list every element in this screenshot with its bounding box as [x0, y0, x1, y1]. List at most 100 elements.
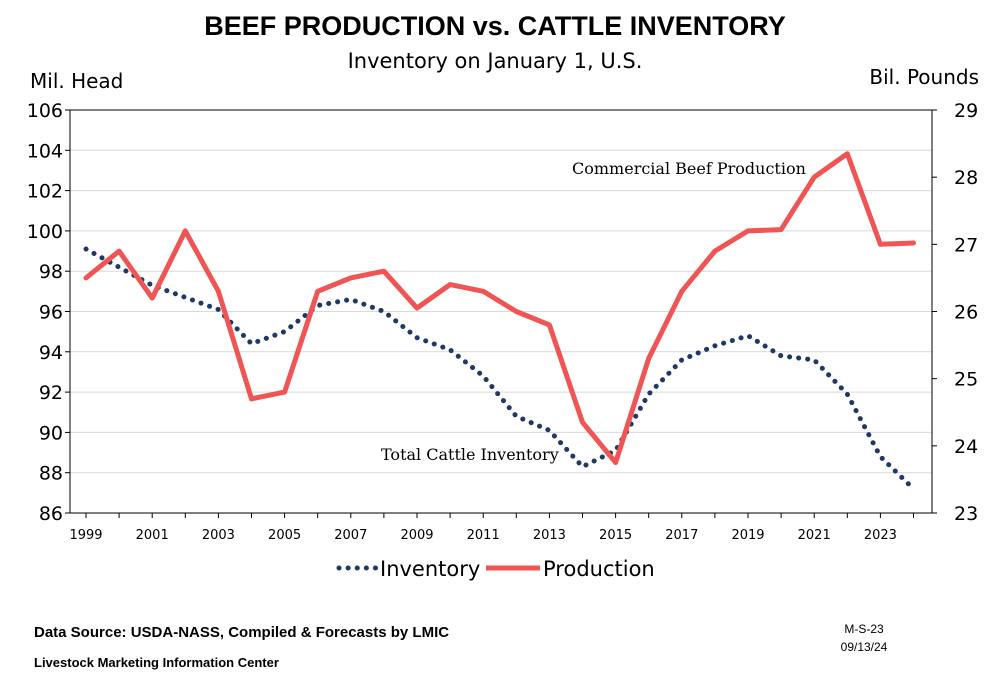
data-point-inventory: [251, 343, 252, 344]
data-point-production: [417, 308, 418, 309]
right-tick-label: 26: [954, 302, 978, 324]
x-tick-label: 2023: [864, 528, 897, 543]
data-point-inventory: [913, 488, 914, 489]
x-tick-label: 2011: [467, 528, 500, 543]
data-point-production: [681, 291, 682, 292]
legend: Inventory Production: [336, 557, 655, 581]
left-tick-label: 92: [39, 382, 63, 404]
data-point-inventory: [185, 297, 186, 298]
data-point-production: [251, 398, 252, 399]
data-point-inventory: [681, 359, 682, 360]
data-point-production: [781, 229, 782, 230]
organization-name: Livestock Marketing Information Center: [34, 655, 279, 670]
right-axis-unit: Bil. Pounds: [869, 65, 979, 89]
data-point-production: [814, 177, 815, 178]
chart-code: M-S-23: [844, 622, 884, 636]
chart-title: BEEF PRODUCTION vs. CATTLE INVENTORY: [204, 11, 786, 41]
data-point-inventory: [847, 394, 848, 395]
data-point-production: [284, 392, 285, 393]
x-tick-label: 1999: [69, 528, 102, 543]
chart-date: 09/13/24: [841, 640, 888, 654]
legend-item-production: Production: [486, 557, 655, 581]
data-point-inventory: [516, 416, 517, 417]
left-tick-label: 96: [39, 302, 63, 324]
legend-label-production: Production: [543, 557, 655, 581]
data-point-production: [714, 251, 715, 252]
data-point-inventory: [814, 359, 815, 360]
data-point-inventory: [450, 349, 451, 350]
left-tick-label: 102: [27, 181, 63, 203]
right-tick-label: 29: [954, 100, 978, 122]
chart-subtitle: Inventory on January 1, U.S.: [348, 49, 643, 73]
gridlines: [70, 149, 932, 474]
data-point-inventory: [383, 311, 384, 312]
data-point-inventory: [417, 337, 418, 338]
x-tick-label: 2013: [533, 528, 566, 543]
x-tick-label: 2005: [268, 528, 301, 543]
x-tick-label: 2001: [136, 528, 169, 543]
data-point-inventory: [781, 355, 782, 356]
data-point-inventory: [880, 456, 881, 457]
x-tick-label: 2003: [202, 528, 235, 543]
left-tick-label: 86: [39, 503, 63, 525]
right-tick-label: 27: [954, 234, 978, 256]
left-tick-label: 100: [27, 221, 63, 243]
data-point-production: [847, 153, 848, 154]
x-tick-label: 2019: [731, 528, 764, 543]
production-annotation: Commercial Beef Production: [572, 159, 806, 178]
left-axis-unit: Mil. Head: [30, 69, 123, 93]
x-tick-label: 2007: [334, 528, 367, 543]
data-point-production: [86, 277, 87, 278]
data-point-inventory: [549, 430, 550, 431]
data-point-inventory: [615, 450, 616, 451]
data-point-production: [913, 242, 914, 243]
data-point-inventory: [119, 267, 120, 268]
legend-label-inventory: Inventory: [380, 557, 480, 581]
data-point-production: [582, 422, 583, 423]
data-point-inventory: [483, 375, 484, 376]
data-point-inventory: [86, 249, 87, 250]
right-axis-ticks: 23 24 25 26 27 28 29: [932, 100, 978, 525]
left-tick-label: 104: [27, 140, 63, 162]
series-layer: [83, 151, 916, 492]
data-point-production: [317, 291, 318, 292]
left-axis-ticks: 86 88 90 92 94 96 98 100 102 104 106: [27, 100, 70, 525]
left-tick-label: 90: [39, 422, 63, 444]
data-point-production: [450, 284, 451, 285]
data-point-inventory: [350, 299, 351, 300]
legend-item-inventory: Inventory: [336, 557, 480, 581]
data-point-production: [615, 462, 616, 463]
data-point-production: [483, 291, 484, 292]
series-line-production: [83, 151, 916, 466]
data-point-inventory: [284, 331, 285, 332]
data-source-note: Data Source: USDA-NASS, Compiled & Forec…: [34, 624, 449, 641]
left-tick-label: 106: [27, 100, 63, 122]
data-point-inventory: [582, 466, 583, 467]
left-tick-label: 88: [39, 463, 63, 485]
right-tick-label: 25: [954, 369, 978, 391]
data-point-production: [648, 358, 649, 359]
x-tick-label: 2021: [798, 528, 831, 543]
data-point-inventory: [152, 285, 153, 286]
x-tick-label: 2009: [400, 528, 433, 543]
data-point-production: [516, 311, 517, 312]
x-axis-ticks: 1999 2001 2003 2005 2007 2009 2011 2013 2015 2017…: [69, 513, 914, 543]
data-point-production: [152, 298, 153, 299]
data-point-inventory: [714, 345, 715, 346]
data-point-production: [748, 230, 749, 231]
data-point-production: [218, 291, 219, 292]
left-tick-label: 94: [39, 342, 63, 364]
x-tick-label: 2017: [665, 528, 698, 543]
left-tick-label: 98: [39, 261, 63, 283]
right-tick-label: 24: [954, 436, 978, 458]
inventory-annotation: Total Cattle Inventory: [381, 445, 559, 464]
data-point-production: [119, 251, 120, 252]
data-point-production: [350, 277, 351, 278]
data-point-production: [880, 244, 881, 245]
right-tick-label: 28: [954, 167, 978, 189]
data-point-inventory: [648, 394, 649, 395]
data-point-inventory: [218, 309, 219, 310]
right-tick-label: 23: [954, 503, 978, 525]
data-point-inventory: [748, 335, 749, 336]
